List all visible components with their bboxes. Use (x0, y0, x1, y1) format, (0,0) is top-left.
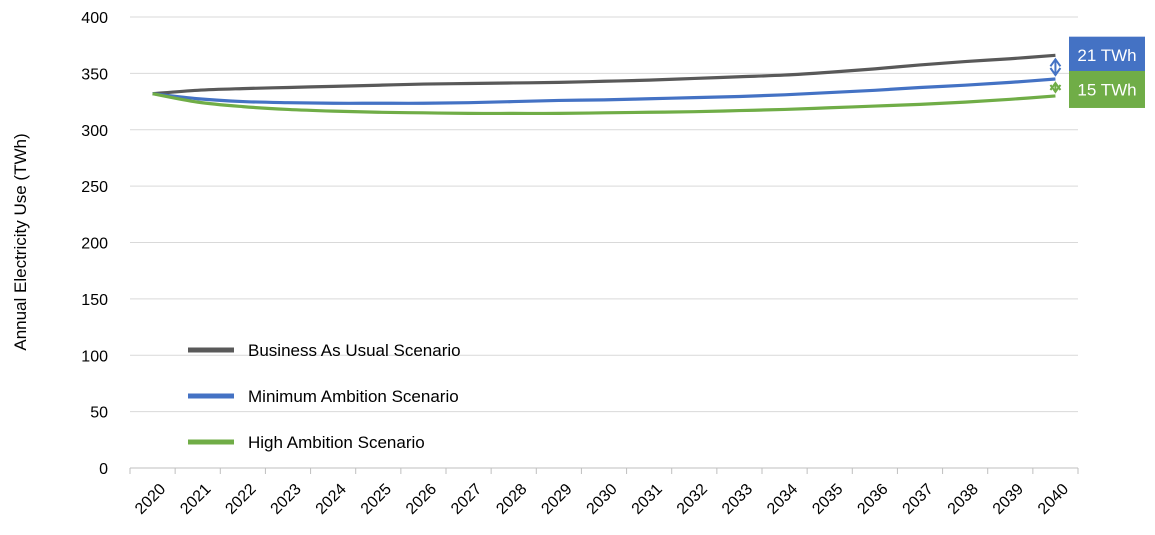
x-tick-label-2023: 2023 (268, 481, 305, 518)
legend-label-high-ambition-scenario: High Ambition Scenario (248, 433, 425, 452)
x-tick-label-2031: 2031 (629, 481, 666, 518)
difference-annotations: 21 TWh 15 TWh (1049, 36, 1145, 108)
y-tick-label-350: 350 (81, 66, 108, 83)
y-tick-label-0: 0 (99, 461, 108, 478)
y-axis-ticks: 0 50 100 150 200 250 300 350 400 (81, 10, 108, 478)
x-tick-label-2030: 2030 (584, 481, 621, 518)
arrow-head-down (1049, 84, 1062, 94)
x-tick-label-2027: 2027 (448, 481, 485, 518)
x-tick-label-2037: 2037 (900, 481, 937, 518)
x-tick-label-2038: 2038 (945, 481, 982, 518)
x-tick-label-2039: 2039 (990, 481, 1027, 518)
x-tick-label-2040: 2040 (1035, 481, 1072, 518)
y-tick-label-400: 400 (81, 10, 108, 27)
arrow-head-up (1049, 57, 1062, 67)
x-axis (129, 467, 1079, 474)
x-tick-label-2024: 2024 (313, 481, 350, 518)
callout-box-1 (1069, 70, 1145, 108)
callout-label-1: 15 TWh (1077, 80, 1136, 99)
series-lines (152, 53, 1056, 116)
x-tick-label-2029: 2029 (538, 481, 575, 518)
x-tick-label-2033: 2033 (719, 481, 756, 518)
legend-label-business-as-usual-scenario: Business As Usual Scenario (248, 341, 461, 360)
legend: Business As Usual Scenario Minimum Ambiti… (188, 341, 461, 452)
callout-box-0 (1069, 36, 1145, 74)
y-tick-label-100: 100 (81, 348, 108, 365)
x-axis-ticks: 2020 2021 2022 2023 2024 2025 2026 2027 2028 2029… (132, 481, 1072, 518)
x-tick-label-2034: 2034 (764, 481, 801, 518)
gridlines (130, 16, 1078, 413)
x-tick-label-2036: 2036 (854, 481, 891, 518)
x-tick-label-2025: 2025 (358, 481, 395, 518)
series-line-minimum-ambition-scenario (152, 77, 1056, 105)
y-tick-label-200: 200 (81, 236, 108, 253)
y-tick-label-250: 250 (81, 179, 108, 196)
series-line-high-ambition-scenario (152, 92, 1056, 116)
y-tick-label-150: 150 (81, 292, 108, 309)
x-tick-label-2022: 2022 (222, 481, 259, 518)
y-axis-title: Annual Electricity Use (TWh) (11, 133, 30, 350)
arrow-head-down (1049, 67, 1062, 77)
x-tick-label-2020: 2020 (132, 481, 169, 518)
x-tick-label-2028: 2028 (493, 481, 530, 518)
series-line-business-as-usual-scenario (152, 53, 1056, 96)
y-tick-label-50: 50 (90, 405, 108, 422)
legend-label-minimum-ambition-scenario: Minimum Ambition Scenario (248, 387, 459, 406)
y-tick-label-300: 300 (81, 123, 108, 140)
x-tick-label-2021: 2021 (177, 481, 214, 518)
x-tick-label-2026: 2026 (403, 481, 440, 518)
x-tick-label-2035: 2035 (809, 481, 846, 518)
callout-label-0: 21 TWh (1077, 46, 1136, 65)
x-tick-label-2032: 2032 (674, 481, 711, 518)
